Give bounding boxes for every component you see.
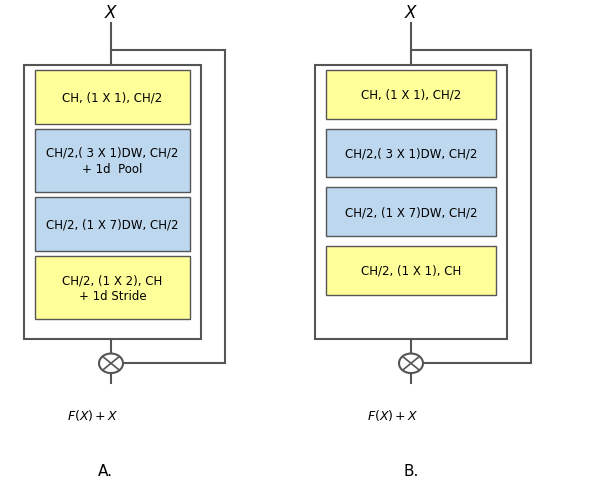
Text: $F(X) + X$: $F(X) + X$ [367,407,419,423]
Bar [315,66,507,339]
Text: CH/2, (1 X 7)DW, CH/2: CH/2, (1 X 7)DW, CH/2 [46,218,179,231]
Text: CH, (1 X 1), CH/2: CH, (1 X 1), CH/2 [62,91,163,104]
Text: CH/2,( 3 X 1)DW, CH/2
+ 1d  Pool: CH/2,( 3 X 1)DW, CH/2 + 1d Pool [46,146,179,176]
Bar [24,66,201,339]
Text: CH, (1 X 1), CH/2: CH, (1 X 1), CH/2 [361,89,461,102]
Bar [35,256,190,320]
Text: CH/2, (1 X 7)DW, CH/2: CH/2, (1 X 7)DW, CH/2 [345,206,477,219]
Circle shape [99,354,123,373]
Bar [326,71,496,120]
Bar [35,198,190,251]
Bar [35,129,190,193]
Bar [326,188,496,237]
Bar [326,246,496,295]
Text: CH/2,( 3 X 1)DW, CH/2: CH/2,( 3 X 1)DW, CH/2 [345,147,477,160]
Text: CH/2, (1 X 1), CH: CH/2, (1 X 1), CH [361,264,461,277]
Circle shape [399,354,423,373]
Text: $X$: $X$ [404,4,418,22]
Text: CH/2, (1 X 2), CH
+ 1d Stride: CH/2, (1 X 2), CH + 1d Stride [62,273,163,303]
Text: B.: B. [403,463,419,478]
Text: $X$: $X$ [104,4,118,22]
Bar [326,129,496,178]
Bar [35,71,190,124]
Text: A.: A. [97,463,113,478]
Text: $F(X) + X$: $F(X) + X$ [67,407,119,423]
